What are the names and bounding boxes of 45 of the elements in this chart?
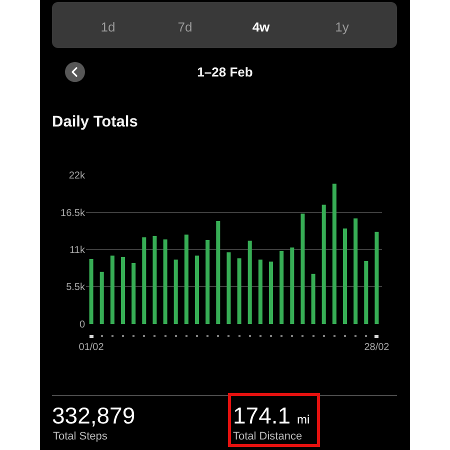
bar: [184, 234, 188, 324]
chart-title: Daily Totals: [52, 113, 138, 130]
bar: [300, 214, 305, 324]
bar: [311, 274, 316, 324]
bar: [354, 218, 358, 324]
x-tick-label: 01/02: [78, 342, 104, 353]
bar: [163, 239, 168, 324]
chart-subtitle: 1–28 Feb: [197, 64, 253, 80]
text: 174.1 mi: [233, 402, 310, 428]
bar: [374, 232, 379, 324]
bar: [132, 263, 136, 324]
bar: [89, 258, 94, 324]
bar: [142, 237, 146, 324]
x-tick-label: 28/02: [364, 342, 390, 353]
bar: [110, 256, 114, 324]
bar: [206, 240, 210, 324]
y-tick-label: 16.5k: [60, 208, 86, 219]
bar: [237, 258, 242, 324]
text: 1y: [335, 20, 349, 34]
bar: [194, 256, 200, 324]
y-tick-label: 5.5k: [66, 282, 86, 294]
y-tick-label: 22k: [68, 170, 86, 182]
bar: [342, 228, 348, 324]
text: Total Steps: [53, 430, 108, 442]
text: 7d: [178, 20, 192, 34]
bar: [280, 250, 284, 324]
y-tick-label: 11k: [70, 244, 86, 256]
bar: [216, 221, 220, 324]
bar: [226, 252, 231, 324]
bar: [332, 184, 336, 324]
bar: [100, 272, 104, 324]
bar: [174, 260, 178, 324]
bar: [290, 247, 294, 324]
text: 332,879: [52, 402, 136, 428]
bar: [258, 260, 262, 324]
bar: [322, 204, 326, 324]
bar: [364, 261, 368, 324]
y-tick-label: 0: [79, 319, 86, 330]
bar: [120, 256, 126, 324]
text: 1d: [100, 20, 116, 34]
bar: [152, 236, 157, 324]
bar: [268, 262, 274, 324]
bar: [248, 240, 252, 324]
text: 4w: [252, 20, 270, 34]
text: Total Distance: [233, 430, 302, 442]
